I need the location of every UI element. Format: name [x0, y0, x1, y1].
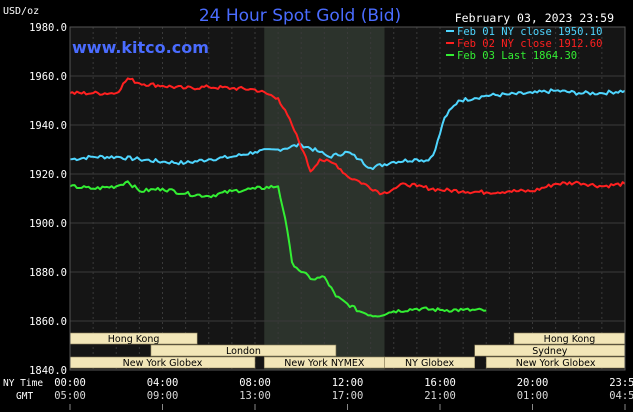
session-label: NY Globex — [405, 358, 454, 369]
series-line-2 — [69, 77, 626, 196]
y-tick-label: 1980.0 — [29, 22, 67, 34]
y-tick-label: 1900.0 — [29, 218, 67, 230]
session-label: New York NYMEX — [284, 358, 365, 369]
session-label: London — [226, 346, 261, 357]
price-series — [69, 77, 626, 318]
chart-title: 24 Hour Spot Gold (Bid) — [199, 6, 401, 26]
y-unit-label: USD/oz — [3, 6, 39, 17]
session-box — [384, 356, 475, 369]
axes: 1980.0 1960.0 1940.0 1920.0 1900.0 1880.0 1860… — [29, 22, 633, 410]
x-tick-label-nytime: 04:00 — [147, 377, 179, 389]
x-tick-label-gmt: 09:00 — [147, 390, 179, 402]
legend-entry: Feb 01 NY close 1950.10 — [457, 26, 602, 38]
session-label: New York Globex — [516, 358, 596, 369]
session-label: Hong Kong — [108, 334, 160, 345]
y-tick-label: 1860.0 — [29, 316, 67, 328]
kitco-watermark: www.kitco.com — [72, 38, 209, 57]
series-line-3 — [69, 180, 487, 318]
plot-border — [69, 26, 626, 371]
legend-entry: Feb 02 NY close 1912.60 — [457, 38, 602, 50]
x-tick-label-gmt: 13:00 — [239, 390, 271, 402]
x-tick-label-nytime: 16:00 — [424, 377, 456, 389]
legend-entry: Feb 03 Last 1864.30 — [457, 50, 577, 62]
session-label: Hong Kong — [544, 334, 596, 345]
x-tick-label-nytime: 12:00 — [332, 377, 364, 389]
x-tick-label-gmt: 17:00 — [332, 390, 364, 402]
x-tick-label-gmt: 05:00 — [54, 390, 86, 402]
y-tick-label: 1840.0 — [29, 365, 67, 377]
x-tick-label-gmt: 21:00 — [424, 390, 456, 402]
y-tick-label: 1960.0 — [29, 71, 67, 83]
x-axis-label-gmt: GMT — [16, 391, 33, 402]
y-tick-label: 1880.0 — [29, 267, 67, 279]
chart-date: February 03, 2023 23:59 — [455, 11, 614, 25]
series-line-1 — [69, 88, 626, 171]
x-tick-label-nytime: 20:00 — [517, 377, 549, 389]
x-tick-label-gmt: 04:59 — [609, 390, 633, 402]
session-box — [150, 344, 337, 357]
y-tick-label: 1940.0 — [29, 120, 67, 132]
x-tick-label-nytime: 23:59 — [609, 377, 633, 389]
x-tick-label-gmt: 01:00 — [517, 390, 549, 402]
plot-area — [69, 26, 626, 371]
y-tick-label: 1920.0 — [29, 169, 67, 181]
x-tick-label-nytime: 08:00 — [239, 377, 271, 389]
x-tick-label-nytime: 00:00 — [54, 377, 86, 389]
session-label: New York Globex — [123, 358, 203, 369]
session-label: Sydney — [532, 346, 568, 357]
x-axis-label-nytime: NY Time — [3, 378, 43, 389]
